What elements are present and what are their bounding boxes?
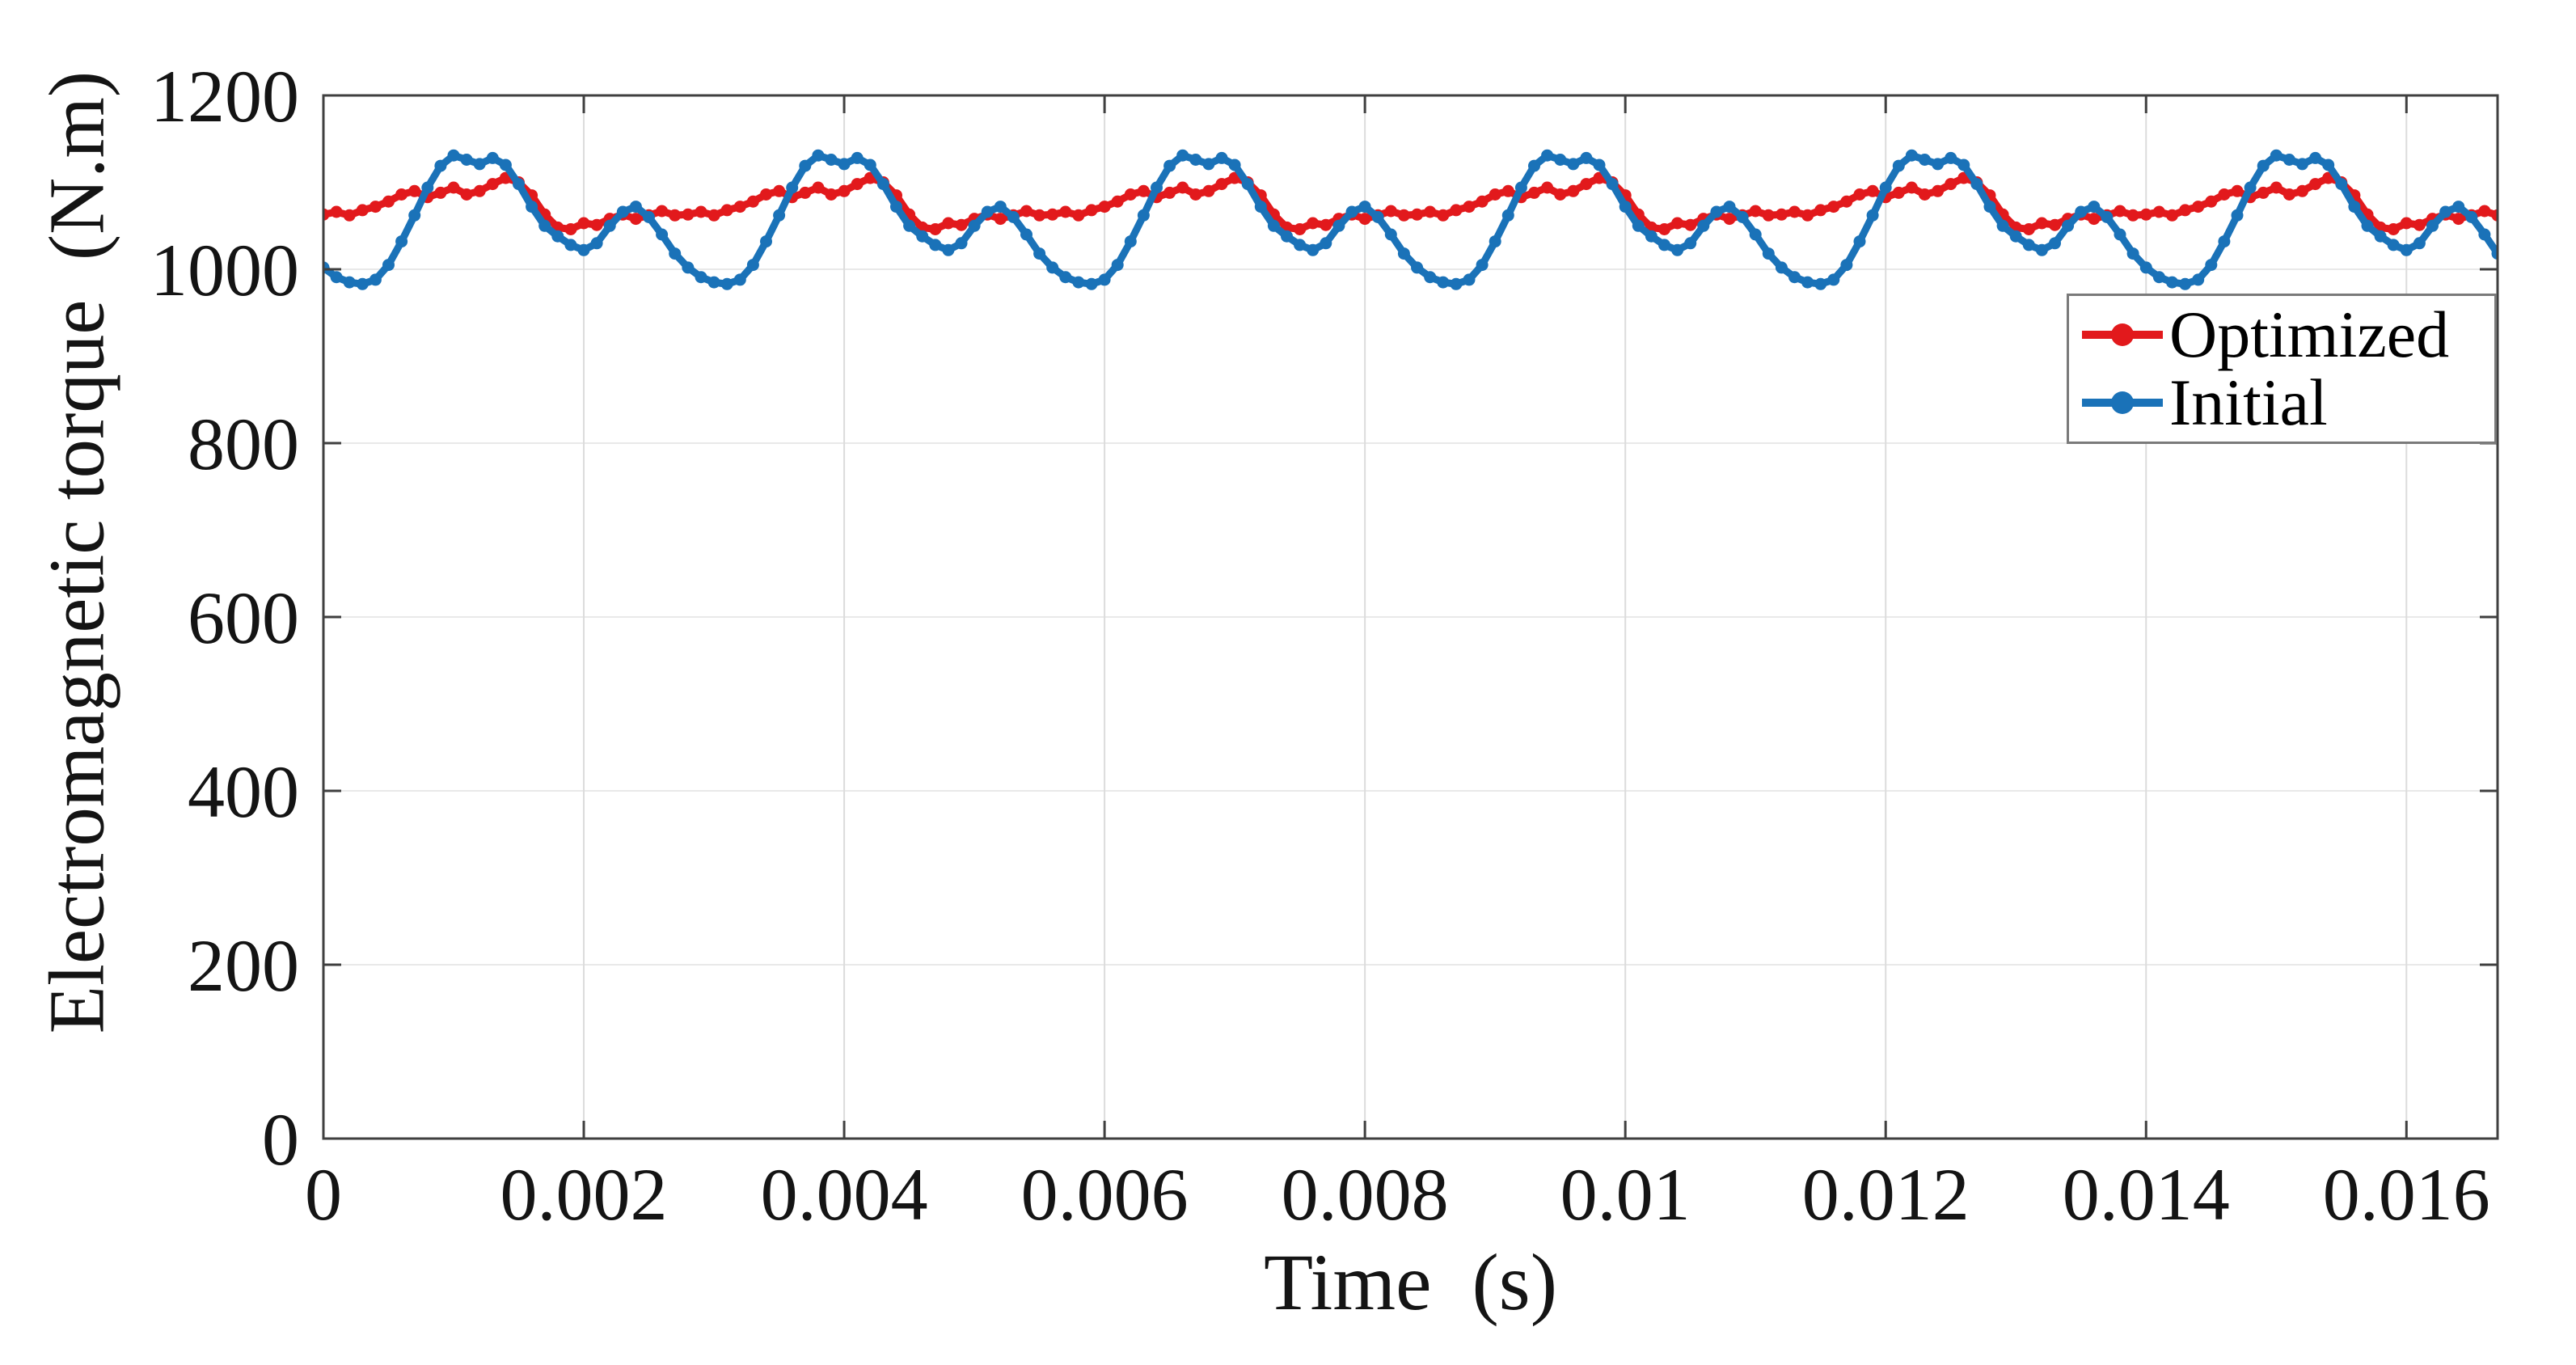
svg-text:0.01: 0.01 [1560,1153,1691,1236]
x-axis-label: Time (s) [1263,1237,1558,1327]
y-tick-labels: 0 200 400 600 800 1000 1200 [150,55,299,1181]
x-tick-labels: 0 0.002 0.004 0.006 0.008 0.01 0.012 0.014 0.016 [305,1153,2490,1236]
svg-text:1200: 1200 [150,55,299,137]
axis-ticks [322,94,2498,1140]
svg-text:1000: 1000 [150,229,299,311]
legend-item-optimized: Optimized [2080,298,2491,371]
gridlines [323,95,2498,1139]
svg-text:0.016: 0.016 [2323,1153,2490,1236]
legend: Optimized Initial [2067,294,2497,444]
legend-label-optimized: Optimized [2169,298,2450,371]
legend-label-initial: Initial [2169,366,2328,439]
svg-text:0: 0 [305,1153,342,1236]
series-initial [323,149,2498,290]
svg-text:400: 400 [188,750,299,833]
svg-text:0.008: 0.008 [1282,1153,1449,1236]
svg-text:0.004: 0.004 [761,1153,928,1236]
svg-text:600: 600 [188,577,299,659]
svg-text:0.014: 0.014 [2063,1153,2230,1236]
y-axis-label: Electromagnetic torque (N.m) [33,70,120,1034]
svg-text:800: 800 [188,403,299,485]
series-optimized [323,171,2498,235]
svg-text:0.002: 0.002 [500,1153,668,1236]
svg-text:0: 0 [262,1098,299,1181]
optimized-line-marker-icon [2082,323,2163,346]
svg-text:200: 200 [188,924,299,1007]
svg-text:0.006: 0.006 [1021,1153,1189,1236]
svg-text:0.012: 0.012 [1802,1153,1970,1236]
initial-line-marker-icon [2082,391,2163,414]
legend-item-initial: Initial [2080,366,2491,439]
